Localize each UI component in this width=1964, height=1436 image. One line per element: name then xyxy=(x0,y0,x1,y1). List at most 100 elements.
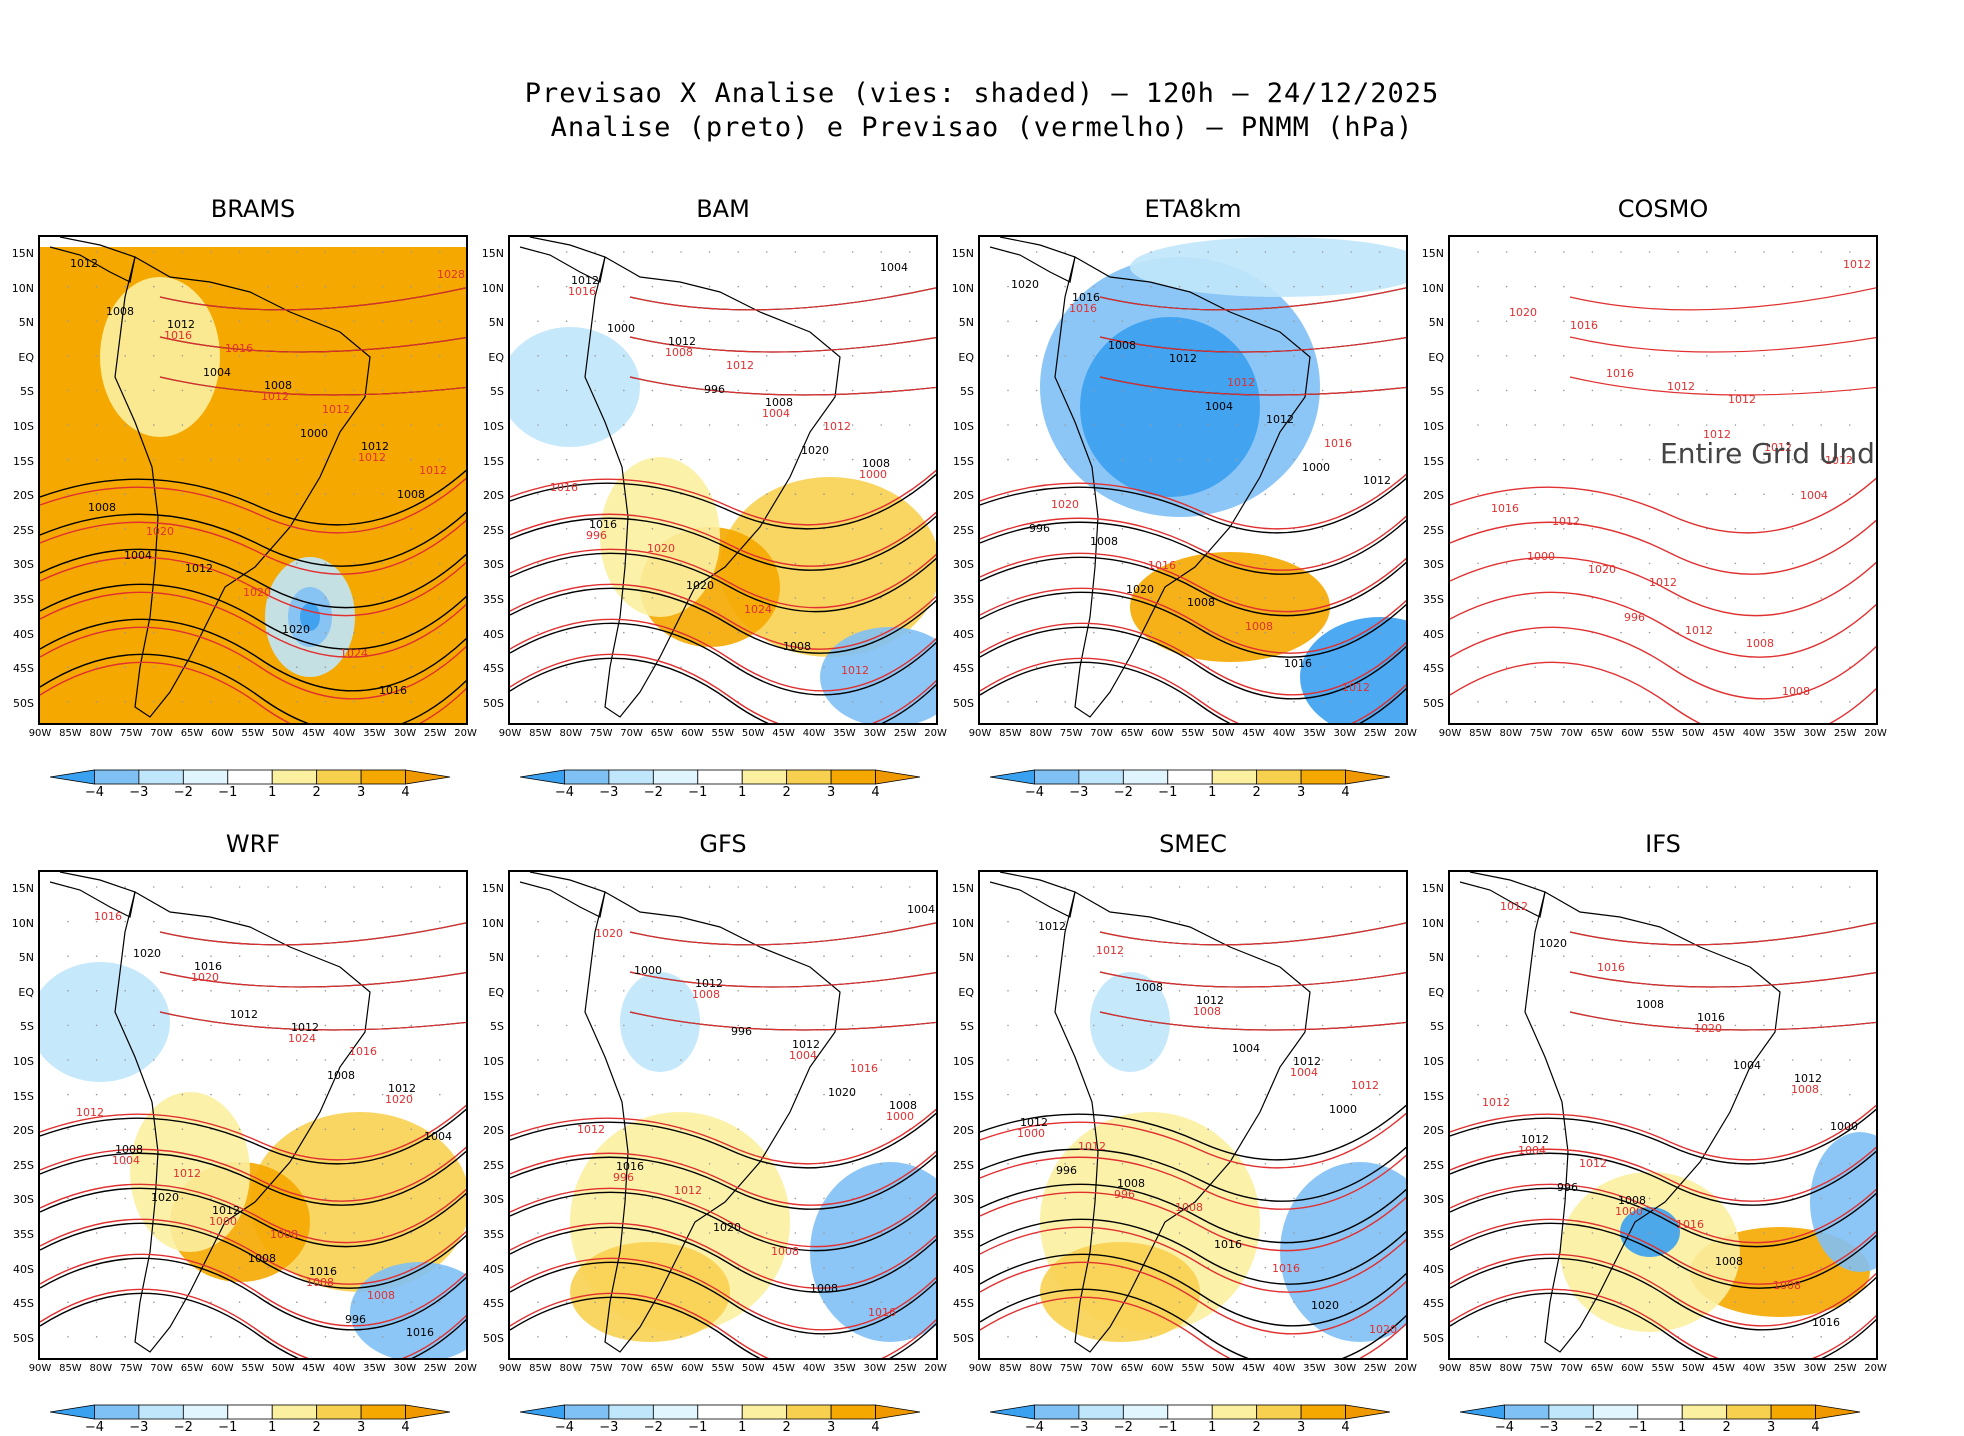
grid-dot xyxy=(565,493,568,496)
lat-tick-label: 30S xyxy=(953,1193,974,1207)
lat-tick-label: 45S xyxy=(953,1297,974,1311)
grid-dot xyxy=(880,1163,882,1165)
grid-dot xyxy=(1236,355,1238,357)
grid-dot xyxy=(1677,955,1679,957)
colorbar-segment xyxy=(741,769,788,785)
grid-dot xyxy=(1563,1163,1565,1165)
analysis-isobar xyxy=(40,1150,466,1206)
grid-dot xyxy=(1236,1336,1238,1338)
forecast-isobar xyxy=(629,922,936,946)
analysis-isobar xyxy=(980,556,1406,617)
analysis-isobar xyxy=(510,587,936,654)
grid-dot xyxy=(1563,251,1565,253)
grid-dot xyxy=(1121,1232,1124,1234)
grid-dot xyxy=(153,1336,155,1338)
grid-dot xyxy=(1563,1024,1565,1027)
grid-dot xyxy=(623,1093,625,1096)
grid-dot xyxy=(1264,320,1267,322)
grid-dot xyxy=(238,1301,241,1303)
grid-dot xyxy=(1477,1336,1479,1338)
colorbar-label: −1 xyxy=(1628,1420,1648,1435)
grid-dot xyxy=(353,493,355,496)
grid-dot xyxy=(623,990,625,992)
grid-dot xyxy=(1178,1336,1181,1338)
grid-dot xyxy=(1178,285,1181,288)
grid-dot xyxy=(1150,389,1152,392)
grid-dot xyxy=(296,251,298,253)
colorbar-label: 3 xyxy=(1766,1420,1776,1435)
lon-tick-label: 60W xyxy=(211,728,234,739)
grid-dot xyxy=(1620,597,1622,599)
grid-dot xyxy=(1007,666,1009,668)
grid-dot xyxy=(267,1024,269,1027)
grid-dot xyxy=(296,1266,298,1269)
grid-dot xyxy=(439,955,441,957)
forecast-isobar xyxy=(510,1108,936,1165)
grid-dot xyxy=(1763,1232,1765,1234)
grid-dot xyxy=(1207,1093,1209,1096)
colorbar-segment xyxy=(652,1404,699,1420)
coastline-south-america xyxy=(584,256,841,718)
grid-dot xyxy=(1677,355,1679,357)
grid-dot xyxy=(296,285,298,288)
grid-dot xyxy=(238,1163,241,1165)
colorbar-label: −3 xyxy=(1539,1420,1559,1435)
forecast-isobar-label: 996 xyxy=(1624,611,1645,624)
grid-dot xyxy=(1505,920,1508,923)
grid-dot xyxy=(124,1128,126,1130)
lat-tick-label: 30S xyxy=(953,558,974,572)
grid-dot xyxy=(1236,1232,1238,1234)
grid-dot xyxy=(1093,1024,1095,1027)
forecast-isobar xyxy=(40,661,466,723)
grid-dot xyxy=(1591,1059,1594,1061)
grid-dot xyxy=(1563,1093,1565,1096)
grid-dot xyxy=(1534,1232,1536,1234)
forecast-isobar xyxy=(980,1154,1406,1210)
colorbar-label: −2 xyxy=(173,785,193,800)
grid-dot xyxy=(353,920,355,923)
grid-dot xyxy=(1350,886,1352,888)
analysis-isobar xyxy=(1450,1108,1876,1165)
grid-dot xyxy=(594,631,596,634)
grid-dot xyxy=(1563,389,1565,392)
grid-dot xyxy=(1150,1024,1152,1027)
grid-dot xyxy=(651,666,654,668)
grid-dot xyxy=(1677,1197,1679,1200)
lat-tick-label: 30S xyxy=(13,1193,34,1207)
grid-dot xyxy=(381,955,384,957)
grid-dot xyxy=(1763,701,1765,703)
lat-tick-label: 35S xyxy=(953,1228,974,1241)
grid-dot xyxy=(1007,1266,1009,1269)
grid-dot xyxy=(651,886,654,888)
grid-dot xyxy=(537,320,539,322)
grid-dot xyxy=(95,1336,98,1338)
grid-dot xyxy=(1763,251,1765,253)
lon-tick-label: 60W xyxy=(681,1363,704,1374)
grid-dot xyxy=(737,389,739,392)
grid-dot xyxy=(909,990,911,992)
grid-dot xyxy=(680,1301,682,1303)
forecast-isobar-label: 1008 xyxy=(1782,685,1810,698)
analysis-isobar xyxy=(980,591,1406,658)
grid-dot xyxy=(1791,528,1794,530)
grid-dot xyxy=(124,251,126,253)
colorbar-segment xyxy=(1078,1404,1124,1420)
grid-dot xyxy=(851,528,854,530)
grid-dot xyxy=(1293,1336,1295,1338)
lat-tick-label: 5S xyxy=(960,1020,974,1034)
forecast-isobar xyxy=(40,477,466,534)
forecast-isobar xyxy=(980,1261,1406,1335)
grid-dot xyxy=(1591,920,1594,923)
analysis-isobar xyxy=(40,1257,466,1331)
grid-dot xyxy=(296,1024,298,1027)
grid-dot xyxy=(153,1059,155,1061)
colorbar-segment xyxy=(786,1404,832,1420)
grid-dot xyxy=(1379,528,1381,530)
grid-dot xyxy=(1677,920,1679,923)
grid-dot xyxy=(410,493,413,496)
grid-dot xyxy=(1150,920,1152,923)
lon-tick-label: 90W xyxy=(968,728,992,739)
colorbar-segment xyxy=(1167,1404,1213,1420)
grid-dot xyxy=(124,1093,126,1096)
grid-dot xyxy=(1534,528,1536,530)
